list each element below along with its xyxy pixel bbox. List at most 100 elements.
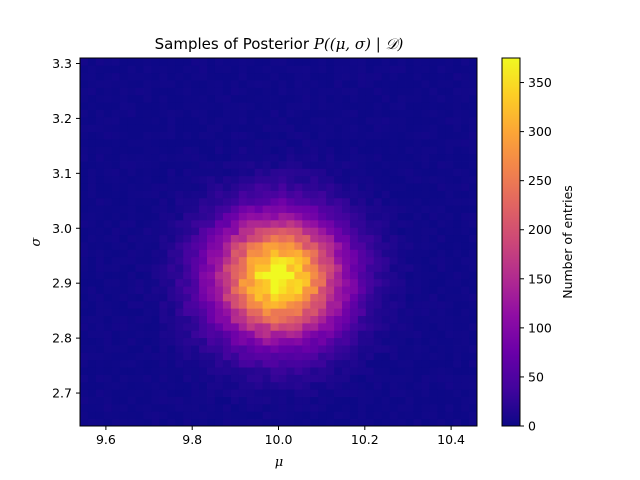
heatmap-cell	[111, 65, 121, 74]
heatmap-cell	[373, 58, 383, 66]
heatmap-cell	[334, 242, 343, 250]
heatmap-cell	[286, 219, 295, 228]
heatmap-cell	[246, 153, 256, 162]
heatmap-cell	[278, 249, 287, 258]
heatmap-cell	[246, 293, 256, 302]
heatmap-cell	[445, 337, 454, 346]
heatmap-cell	[357, 80, 367, 88]
heatmap-cell	[429, 367, 438, 375]
heatmap-cell	[111, 359, 121, 368]
heatmap-cell	[365, 153, 375, 162]
heatmap-cell	[310, 367, 319, 375]
heatmap-cell	[334, 190, 343, 199]
heatmap-cell	[453, 219, 462, 228]
heatmap-cell	[183, 345, 192, 353]
heatmap-cell	[103, 102, 113, 110]
heatmap-cell	[151, 278, 160, 287]
heatmap-cell	[183, 161, 192, 169]
heatmap-cell	[326, 183, 335, 191]
heatmap-cell	[278, 322, 287, 331]
heatmap-cell	[421, 234, 430, 243]
heatmap-cell	[262, 249, 271, 258]
heatmap-cell	[437, 374, 446, 383]
heatmap-cell	[111, 264, 121, 272]
heatmap-cell	[175, 80, 184, 88]
heatmap-cell	[143, 374, 152, 383]
heatmap-cell	[270, 286, 279, 294]
heatmap-cell	[461, 212, 470, 221]
heatmap-cell	[357, 418, 367, 427]
heatmap-cell	[389, 175, 398, 184]
heatmap-cell	[143, 271, 152, 280]
y-tick-label: 2.9	[52, 276, 72, 291]
heatmap-cell	[175, 72, 184, 81]
heatmap-cell	[246, 116, 256, 125]
heatmap-cell	[365, 396, 375, 405]
heatmap-cell	[278, 65, 287, 74]
heatmap-cell	[151, 146, 160, 155]
heatmap-cell	[80, 315, 89, 324]
heatmap-cell	[135, 131, 144, 140]
heatmap-cell	[111, 330, 121, 339]
heatmap-cell	[349, 234, 359, 243]
heatmap-cell	[246, 227, 256, 236]
heatmap-cell	[119, 116, 129, 125]
heatmap-cell	[334, 87, 343, 96]
heatmap-cell	[342, 102, 351, 110]
heatmap-cell	[373, 322, 383, 331]
heatmap-cell	[413, 58, 422, 66]
heatmap-cell	[349, 102, 359, 110]
heatmap-cell	[381, 116, 391, 125]
heatmap-cell	[111, 124, 121, 132]
heatmap-cell	[143, 80, 152, 88]
heatmap-cell	[437, 286, 446, 294]
heatmap-cell	[294, 293, 303, 302]
heatmap-cell	[389, 293, 398, 302]
heatmap-cell	[302, 175, 311, 184]
heatmap-cell	[437, 315, 446, 324]
heatmap-cell	[302, 374, 311, 383]
heatmap-cell	[365, 256, 375, 265]
heatmap-cell	[262, 131, 271, 140]
heatmap-cell	[342, 367, 351, 375]
heatmap-cell	[278, 389, 287, 397]
heatmap-cell	[445, 153, 454, 162]
heatmap-cell	[342, 300, 351, 309]
heatmap-cell	[103, 124, 113, 132]
heatmap-cell	[365, 94, 375, 103]
heatmap-cell	[222, 330, 232, 339]
heatmap-cell	[119, 337, 129, 346]
heatmap-cell	[270, 168, 279, 177]
heatmap-cell	[429, 87, 438, 96]
heatmap-cell	[135, 389, 144, 397]
heatmap-cell	[199, 264, 208, 272]
heatmap-cell	[349, 330, 359, 339]
heatmap-cell	[127, 161, 136, 169]
heatmap-cell	[413, 234, 422, 243]
heatmap-cell	[310, 219, 319, 228]
heatmap-cell	[111, 345, 121, 353]
heatmap-cell	[262, 234, 271, 243]
heatmap-cell	[373, 271, 383, 280]
heatmap-cell	[183, 352, 192, 361]
heatmap-cell	[127, 389, 136, 397]
heatmap-cell	[278, 197, 287, 206]
heatmap-cell	[230, 242, 240, 250]
heatmap-cell	[429, 227, 438, 236]
heatmap-cell	[381, 138, 391, 147]
heatmap-cell	[230, 337, 240, 346]
heatmap-cell	[469, 94, 478, 103]
heatmap-cell	[326, 109, 335, 118]
heatmap-cell	[103, 116, 113, 125]
heatmap-cell	[326, 249, 335, 258]
heatmap-cell	[302, 58, 311, 66]
heatmap-cell	[389, 381, 398, 390]
heatmap-cell	[469, 168, 478, 177]
y-tick-label: 3.3	[52, 56, 72, 71]
heatmap-cell	[80, 197, 89, 206]
heatmap-cell	[413, 131, 422, 140]
heatmap-cell	[175, 278, 184, 287]
heatmap-cell	[159, 249, 168, 258]
heatmap-cell	[357, 109, 367, 118]
colorbar-tick-label: 150	[528, 271, 552, 286]
